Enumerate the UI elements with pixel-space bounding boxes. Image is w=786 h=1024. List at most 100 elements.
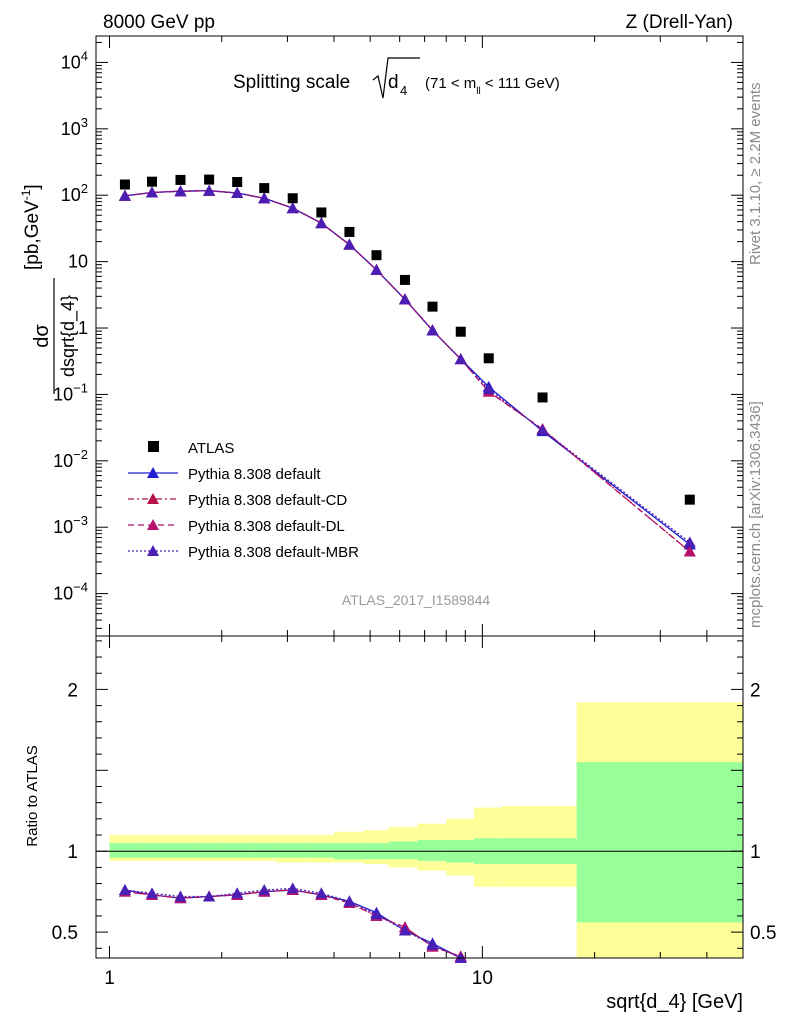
- plot-title: Splitting scale d 4 (71 < mll < 111 GeV): [233, 57, 560, 99]
- main-y-label: dσ dsqrt{d_4} [pb,GeV-1]: [19, 184, 79, 394]
- ratio-tick-label-right: 0.5: [750, 923, 776, 944]
- atlas-data-point: [537, 392, 548, 403]
- title-d: d: [388, 72, 399, 93]
- legend-marker-triangle: [147, 467, 159, 478]
- ylabel-numerator: dσ: [31, 324, 53, 348]
- main-series-marker: [145, 186, 158, 198]
- atlas-data-point: [175, 174, 186, 185]
- y-tick-label: 10−2: [53, 447, 88, 471]
- atlas-data-point: [316, 207, 327, 218]
- ratio-series-marker: [426, 939, 439, 951]
- uncertainty-band-inner: [305, 843, 334, 858]
- main-series-line: [124, 190, 691, 543]
- analysis-id: ATLAS_2017_I1589844: [342, 592, 491, 608]
- y-tick-label: 102: [61, 181, 88, 205]
- main-series-marker: [315, 217, 328, 229]
- ratio-series-marker: [343, 895, 356, 907]
- atlas-data-point: [483, 353, 494, 364]
- main-series-marker: [683, 536, 696, 548]
- header-process: Z (Drell-Yan): [626, 12, 733, 33]
- atlas-data-point: [427, 301, 438, 312]
- main-series-marker: [174, 185, 187, 197]
- atlas-data-point: [204, 174, 215, 185]
- legend-marker-triangle: [147, 519, 159, 530]
- atlas-data-point: [344, 226, 355, 237]
- uncertainty-band-inner: [276, 843, 306, 858]
- legend-label: ATLAS: [188, 440, 234, 457]
- legend-label: Pythia 8.308 default: [188, 466, 321, 483]
- atlas-data-point: [146, 176, 157, 187]
- atlas-data-point: [684, 494, 695, 505]
- title-text: Splitting scale: [233, 72, 350, 93]
- y-tick-label: 10−3: [53, 513, 88, 537]
- ratio-series: [118, 882, 467, 963]
- y-tick-label: 10: [68, 252, 88, 272]
- sqrt-sign: [372, 57, 420, 99]
- main-series-marker: [118, 189, 131, 201]
- y-tick-label: 103: [61, 115, 88, 139]
- title-cut: (71 < mll < 111 GeV): [425, 75, 560, 97]
- atlas-data-point: [232, 177, 243, 188]
- x-tick-label: 10: [472, 968, 493, 989]
- ratio-tick-label-right: 2: [750, 680, 761, 701]
- atlas-data-point: [455, 326, 466, 337]
- ratio-series-line: [124, 887, 462, 959]
- legend-label: Pythia 8.308 default-CD: [188, 492, 347, 509]
- atlas-data-point: [119, 179, 130, 190]
- header-collision: 8000 GeV pp: [103, 12, 215, 33]
- ratio-series-marker: [145, 887, 158, 899]
- x-tick-label: 1: [104, 968, 115, 989]
- x-axis-label: sqrt{d_4} [GeV]: [606, 991, 743, 1013]
- legend-marker-square: [148, 441, 159, 452]
- main-series-marker: [426, 324, 439, 336]
- ratio-series-marker: [286, 882, 299, 894]
- atlas-data-point: [399, 274, 410, 285]
- uncertainty-band-inner: [221, 843, 252, 858]
- main-series-marker: [683, 545, 696, 557]
- atlas-data-point: [287, 193, 298, 204]
- ratio-uncertainty-bands: [96, 702, 743, 958]
- main-series-marker: [286, 202, 299, 214]
- atlas-data-point: [371, 250, 382, 261]
- atlas-data-point: [259, 183, 270, 194]
- legend-label: Pythia 8.308 default-DL: [188, 518, 345, 535]
- main-series-marker: [258, 192, 271, 204]
- main-series-marker: [370, 263, 383, 275]
- main-series-marker: [343, 238, 356, 250]
- main-series: [118, 174, 696, 557]
- ratio-series-marker: [118, 884, 131, 896]
- legend-marker-triangle: [147, 545, 159, 556]
- ratio-series-marker: [398, 924, 411, 936]
- uncertainty-band-inner: [576, 762, 743, 923]
- main-series-marker: [398, 293, 411, 305]
- ratio-series-marker: [174, 890, 187, 902]
- uncertainty-band-inner: [163, 843, 196, 858]
- y-tick-label: 104: [61, 48, 88, 72]
- ratio-series-marker: [258, 884, 271, 896]
- ylabel-denominator: dsqrt{d_4}: [58, 295, 79, 377]
- rivet-label: Rivet 3.1.10, ≥ 2.2M events: [747, 83, 764, 266]
- ratio-frame: [95, 635, 744, 959]
- main-series-marker: [536, 424, 549, 436]
- ratio-series-marker: [315, 887, 328, 899]
- title-d-sub: 4: [400, 83, 407, 98]
- ratio-tick-label-right: 1: [750, 842, 761, 863]
- main-series-marker: [482, 383, 495, 395]
- main-series-marker: [231, 187, 244, 199]
- ratio-tick-label-left: 2: [67, 680, 78, 701]
- uncertainty-band-inner: [251, 843, 277, 858]
- legend: ATLAS Pythia 8.308 default Pythia 8.308 de…: [128, 440, 359, 561]
- main-series-marker: [203, 184, 216, 196]
- uncertainty-band-inner: [388, 841, 418, 860]
- ratio-y-label: Ratio to ATLAS: [24, 745, 41, 846]
- uncertainty-band-inner: [417, 839, 447, 861]
- ylabel-units: [pb,GeV-1]: [19, 184, 43, 270]
- ratio-series-marker: [231, 887, 244, 899]
- ratio-series-marker: [370, 908, 383, 920]
- ratio-tick-label-left: 1: [67, 842, 78, 863]
- ratio-tick-label-left: 0.5: [52, 923, 78, 944]
- y-tick-label: 10−4: [53, 580, 88, 604]
- legend-marker-triangle: [147, 493, 159, 504]
